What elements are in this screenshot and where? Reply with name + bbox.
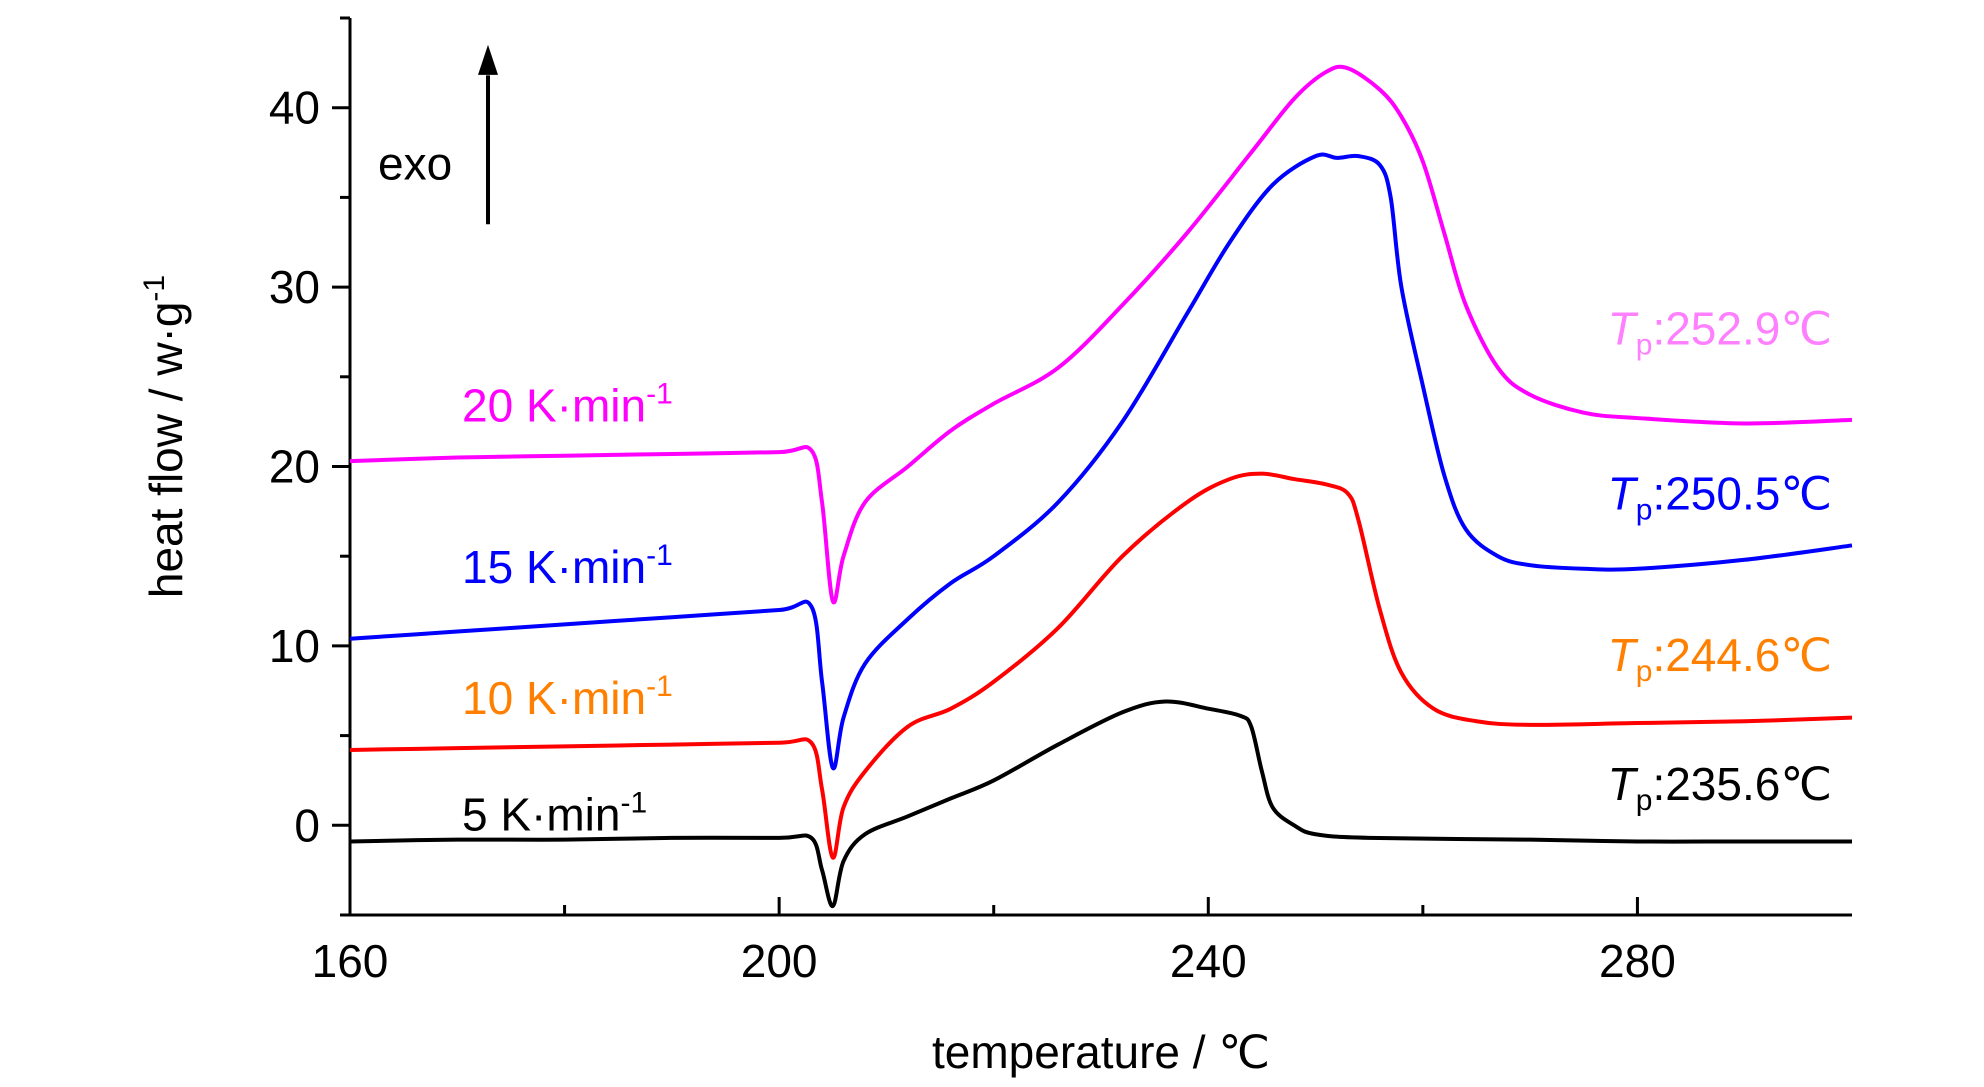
peak-temperature-label: Tp:250.5℃ bbox=[1608, 468, 1832, 527]
peak-value: :235.6℃ bbox=[1652, 758, 1832, 810]
series-rate-label-sup: -1 bbox=[646, 378, 673, 411]
series-rate-label: 15 K·min-1 bbox=[462, 539, 673, 593]
peak-symbol-subscript: p bbox=[1636, 655, 1653, 688]
axis-ticks: 160 200 240 280 0 10 20 30 40 bbox=[269, 16, 1676, 987]
y-axis-title-main: heat flow / w·g bbox=[140, 302, 192, 599]
y-tick-label: 40 bbox=[269, 82, 320, 134]
series-rate-label-sup: -1 bbox=[620, 787, 647, 820]
series-rate-label-main: 10 K·min bbox=[462, 672, 646, 724]
x-tick-label: 200 bbox=[741, 935, 818, 987]
peak-symbol-subscript: p bbox=[1636, 494, 1653, 527]
peak-temperature-label: Tp:235.6℃ bbox=[1608, 758, 1832, 817]
series-line-0 bbox=[349, 64, 1853, 605]
peak-value: :244.6℃ bbox=[1652, 629, 1832, 681]
peak-symbol: T bbox=[1608, 758, 1639, 810]
series-rate-label-main: 15 K·min bbox=[462, 541, 646, 593]
exo-label: exo bbox=[378, 137, 452, 189]
series-line-1 bbox=[349, 152, 1853, 771]
peak-temperature-label: Tp:252.9℃ bbox=[1608, 303, 1832, 362]
y-tick-label: 10 bbox=[269, 620, 320, 672]
y-axis-title: heat flow / w·g-1 bbox=[138, 275, 192, 598]
axes: 160 200 240 280 0 10 20 30 40 bbox=[269, 16, 1852, 987]
up-arrow-icon bbox=[478, 44, 498, 75]
x-axis-title: temperature / ℃ bbox=[932, 1026, 1270, 1078]
series-lines bbox=[349, 64, 1853, 909]
peak-value: :252.9℃ bbox=[1652, 303, 1832, 355]
peak-symbol: T bbox=[1608, 468, 1639, 520]
x-tick-label: 280 bbox=[1599, 935, 1676, 987]
y-tick-label: 20 bbox=[269, 441, 320, 493]
series-line-2 bbox=[349, 471, 1853, 860]
peak-temperature-label: Tp:244.6℃ bbox=[1608, 629, 1832, 688]
series-labels: 20 K·min-1Tp:252.9℃15 K·min-1Tp:250.5℃10… bbox=[462, 303, 1832, 841]
peak-symbol: T bbox=[1608, 303, 1639, 355]
series-rate-label-sup: -1 bbox=[646, 539, 673, 572]
y-axis-title-sup: -1 bbox=[138, 275, 171, 302]
peak-symbol: T bbox=[1608, 629, 1639, 681]
exo-indicator: exo bbox=[378, 44, 498, 225]
series-rate-label: 10 K·min-1 bbox=[462, 670, 673, 724]
series-rate-label: 20 K·min-1 bbox=[462, 378, 673, 432]
series-rate-label-main: 20 K·min bbox=[462, 380, 646, 432]
series-rate-label-main: 5 K·min bbox=[462, 789, 620, 841]
series-line-3 bbox=[349, 699, 1852, 909]
series-rate-label-sup: -1 bbox=[646, 670, 673, 703]
x-tick-label: 240 bbox=[1170, 935, 1247, 987]
y-tick-label: 0 bbox=[294, 799, 320, 851]
peak-symbol-subscript: p bbox=[1636, 784, 1653, 817]
x-tick-label: 160 bbox=[312, 935, 389, 987]
y-tick-label: 30 bbox=[269, 261, 320, 313]
peak-value: :250.5℃ bbox=[1652, 468, 1832, 520]
series-rate-label: 5 K·min-1 bbox=[462, 787, 647, 841]
peak-symbol-subscript: p bbox=[1636, 329, 1653, 362]
